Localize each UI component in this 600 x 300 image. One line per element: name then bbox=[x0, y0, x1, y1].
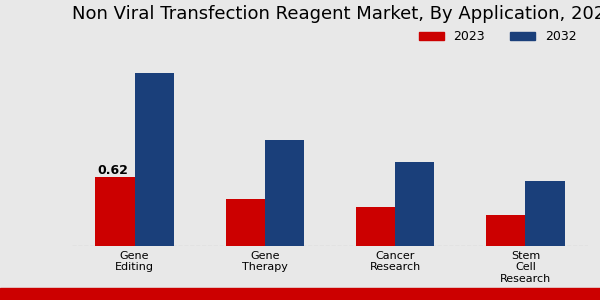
Bar bbox=[526, 181, 565, 246]
Bar bbox=[395, 162, 434, 246]
Bar bbox=[134, 73, 173, 246]
Text: 0.62: 0.62 bbox=[97, 164, 128, 176]
Bar bbox=[226, 199, 265, 246]
Bar bbox=[265, 140, 304, 246]
Text: Non Viral Transfection Reagent Market, By Application, 2023 & 2032: Non Viral Transfection Reagent Market, B… bbox=[72, 5, 600, 23]
Bar bbox=[487, 215, 526, 246]
Bar bbox=[356, 207, 395, 246]
Bar bbox=[95, 177, 134, 246]
Legend: 2023, 2032: 2023, 2032 bbox=[413, 26, 582, 48]
